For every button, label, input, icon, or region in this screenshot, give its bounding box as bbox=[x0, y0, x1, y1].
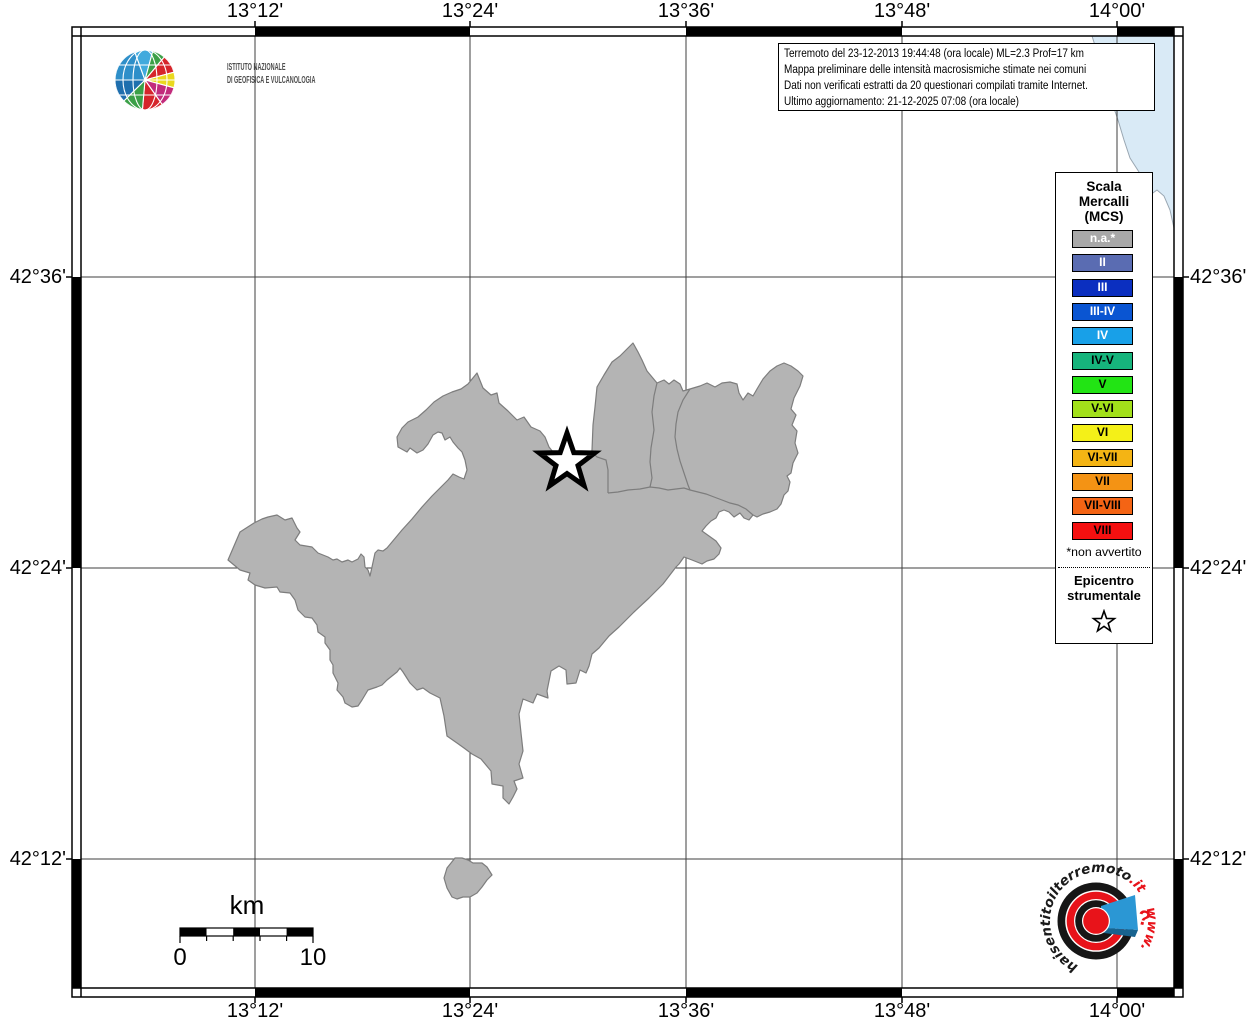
scale-bar bbox=[179, 927, 314, 943]
legend-epicenter-label: Epicentro strumentale bbox=[1067, 573, 1141, 603]
question-mark: ? bbox=[1135, 906, 1153, 931]
legend-item-VIII: VIII bbox=[1072, 521, 1133, 540]
island-shape bbox=[443, 857, 493, 900]
ingv-line2: DI GEOFISICA E VULCANOLOGIA bbox=[227, 74, 316, 86]
legend-item-IV-V: IV-V bbox=[1072, 351, 1133, 370]
legend-item-IV: IV bbox=[1072, 327, 1133, 346]
ingv-line1: ISTITUTO NAZIONALE bbox=[227, 62, 286, 73]
info-line: Terremoto del 23-12-2013 19:44:48 (ora l… bbox=[784, 46, 1084, 60]
lon-label-bottom: 13°24' bbox=[441, 1000, 499, 1022]
lon-label-bottom: 14°00' bbox=[1088, 1000, 1146, 1022]
info-line: Ultimo aggiornamento: 21-12-2025 07:08 (… bbox=[784, 93, 1019, 108]
lon-label-top: 14°00' bbox=[1088, 0, 1146, 22]
legend-item-VII: VII bbox=[1072, 473, 1133, 491]
ingv-globe-icon bbox=[115, 50, 175, 110]
legend-item-III: III bbox=[1072, 278, 1133, 297]
legend-separator bbox=[1058, 567, 1150, 568]
info-line: Mappa preliminare delle intensità macros… bbox=[784, 61, 1087, 76]
municipalities bbox=[227, 342, 804, 900]
lon-label-top: 13°24' bbox=[441, 0, 499, 22]
legend-star-icon bbox=[1091, 609, 1117, 633]
scale-bar-unit: km bbox=[229, 890, 265, 920]
lat-label-right: 42°12' bbox=[1190, 848, 1247, 870]
legend-item-V-VI: V-VI bbox=[1072, 400, 1133, 419]
legend-footnote: *non avvertito bbox=[1066, 545, 1142, 559]
legend-item-n.a.*: n.a.* bbox=[1072, 230, 1133, 248]
scale-bar-min: 0 bbox=[173, 944, 187, 971]
lon-label-bottom: 13°48' bbox=[873, 1000, 931, 1022]
legend-title: Scala Mercalli (MCS) bbox=[1078, 179, 1130, 224]
scale-bar-max: 10 bbox=[299, 944, 327, 971]
lon-label-bottom: 13°12' bbox=[226, 1000, 284, 1022]
lat-label-left: 42°12' bbox=[9, 848, 66, 870]
legend-item-V: V bbox=[1072, 375, 1133, 394]
lon-label-bottom: 13°36' bbox=[657, 1000, 715, 1022]
map-frame bbox=[66, 21, 1189, 1003]
legend-item-VI: VI bbox=[1072, 424, 1133, 443]
municipality-shape bbox=[227, 342, 804, 805]
legend-item-VII-VIII: VII-VIII bbox=[1072, 497, 1133, 516]
intensity-legend: Scala Mercalli (MCS) n.a.* II III III-IV IV I… bbox=[1055, 172, 1153, 644]
megaphone-icon bbox=[1101, 895, 1138, 930]
bullseye-logo-icon: ? haisentitoilterremoto.it www. bbox=[1038, 860, 1160, 976]
info-line: Dati non verificati estratti da 20 quest… bbox=[784, 77, 1088, 92]
legend-item-II: II bbox=[1072, 254, 1133, 273]
ingv-logo-text: ISTITUTO NAZIONALE DI GEOFISICA E VULCAN… bbox=[227, 62, 315, 87]
lon-label-top: 13°12' bbox=[226, 0, 284, 22]
lon-label-top: 13°36' bbox=[657, 0, 715, 22]
lat-label-right: 42°36' bbox=[1190, 266, 1247, 288]
epicenter-star-icon bbox=[532, 425, 602, 492]
municipality-borders bbox=[591, 382, 754, 516]
lat-label-left: 42°24' bbox=[9, 557, 66, 579]
lon-label-top: 13°48' bbox=[873, 0, 931, 22]
lat-label-right: 42°24' bbox=[1190, 557, 1247, 579]
legend-item-III-IV: III-IV bbox=[1072, 302, 1133, 321]
earthquake-info-box: Terremoto del 23-12-2013 19:44:48 (ora l… bbox=[778, 43, 1155, 111]
lat-label-left: 42°36' bbox=[9, 266, 66, 288]
axis-ticks bbox=[66, 21, 1189, 1003]
legend-item-VI-VII: VI-VII bbox=[1072, 448, 1133, 467]
